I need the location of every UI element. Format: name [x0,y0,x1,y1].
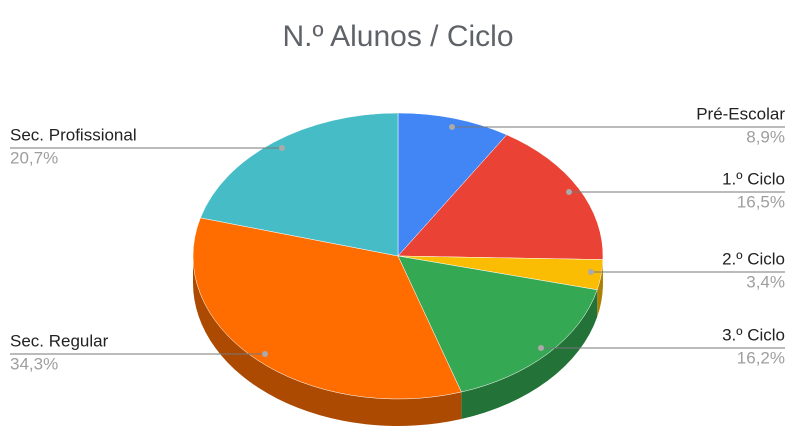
slice-value-label: 16,5% [737,192,785,211]
slice-label: 1.º Ciclo [722,169,785,188]
slice-label: Sec. Regular [10,331,109,350]
slice-value-label: 3,4% [746,272,785,291]
slice [200,112,399,257]
leader-dot [262,351,268,357]
slice [397,134,604,260]
leader-dot [588,269,594,275]
slice-value-label: 34,3% [10,354,58,373]
slice-label: 3.º Ciclo [722,325,785,344]
slice-value-label: 8,9% [746,127,785,146]
chart-title: N.º Alunos / Ciclo [282,20,513,53]
leader-dot [449,124,455,130]
leader-dot [279,145,285,151]
slice-label: 2.º Ciclo [722,249,785,268]
slice-side [193,256,462,426]
leader-dot [538,345,544,351]
slice-side [461,289,598,420]
slice [397,255,598,393]
slice-value-label: 16,2% [737,348,785,367]
slice-value-label: 20,7% [10,148,58,167]
slice [397,112,508,257]
slice-label: Sec. Profissional [10,125,137,144]
leader-dot [566,189,572,195]
slice-label: Pré-Escolar [696,104,785,123]
